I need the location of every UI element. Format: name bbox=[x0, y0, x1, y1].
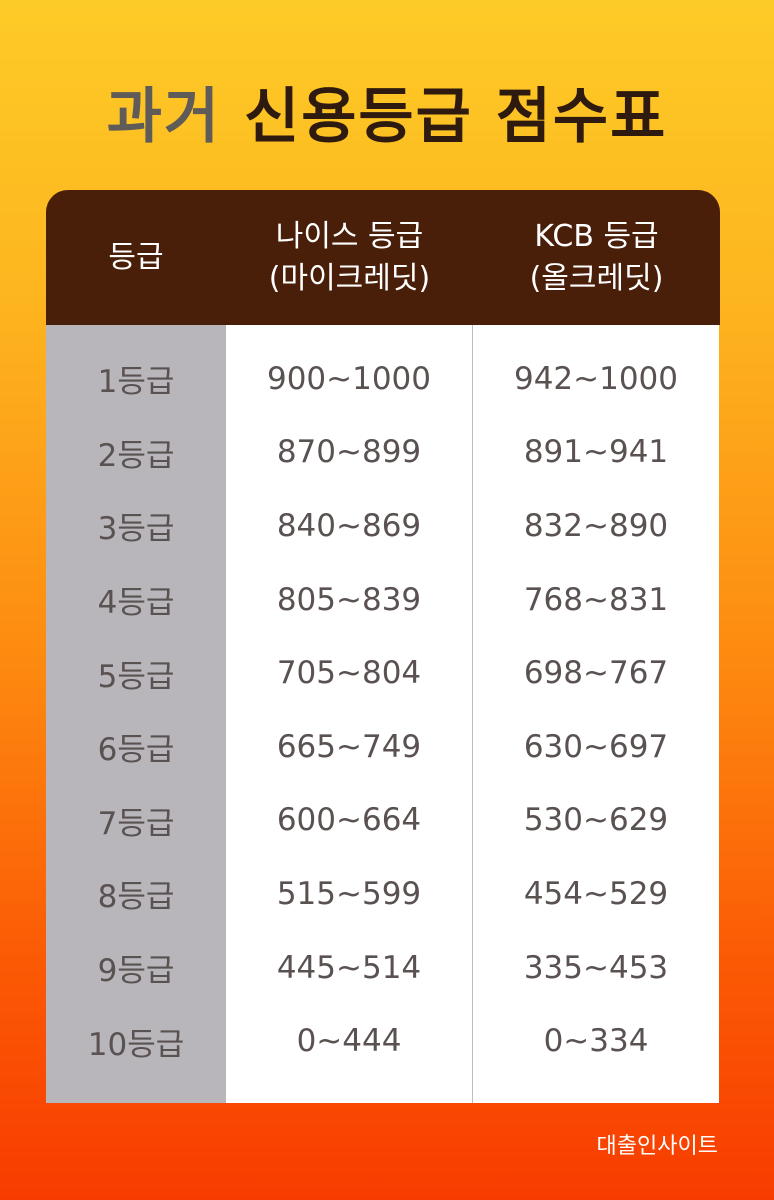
cell-nice: 600~664 bbox=[276, 802, 422, 839]
table-body: 1등급 2등급 3등급 4등급 5등급 6등급 7등급 8등급 9등급 10등급 900~1000… bbox=[46, 325, 720, 1103]
cell-kcb: 891~941 bbox=[523, 434, 669, 471]
cell-kcb: 335~453 bbox=[523, 949, 669, 986]
cell-nice: 840~869 bbox=[276, 507, 422, 544]
grade-column: 1등급 2등급 3등급 4등급 5등급 6등급 7등급 8등급 9등급 10등급 bbox=[46, 325, 226, 1103]
cell-grade: 2등급 bbox=[97, 437, 175, 474]
cell-grade: 7등급 bbox=[97, 805, 175, 842]
cell-kcb: 530~629 bbox=[523, 802, 669, 839]
cell-grade: 6등급 bbox=[97, 732, 175, 769]
cell-nice: 665~749 bbox=[276, 728, 422, 765]
cell-nice: 515~599 bbox=[276, 875, 422, 912]
cell-kcb: 698~767 bbox=[523, 655, 669, 692]
cell-nice: 870~899 bbox=[276, 434, 422, 471]
cell-nice: 705~804 bbox=[276, 655, 422, 692]
cell-nice: 805~839 bbox=[276, 581, 422, 618]
header-kcb: KCB 등급 (올크레딧) bbox=[529, 218, 664, 296]
cell-grade: 10등급 bbox=[87, 1026, 185, 1063]
cell-grade: 3등급 bbox=[97, 511, 175, 548]
title-part2: 신용등급 점수표 bbox=[244, 82, 668, 152]
cell-kcb: 454~529 bbox=[523, 875, 669, 912]
cell-kcb: 768~831 bbox=[523, 581, 669, 618]
cell-nice: 445~514 bbox=[276, 949, 422, 986]
title-part1: 과거 bbox=[106, 82, 222, 152]
cell-grade: 5등급 bbox=[97, 658, 175, 695]
kcb-column: 942~1000 891~941 832~890 768~831 698~767 630~… bbox=[473, 325, 719, 1103]
nice-column: 900~1000 870~899 840~869 805~839 705~804 665~… bbox=[226, 325, 473, 1103]
source-label: 대출인사이트 bbox=[596, 1134, 718, 1159]
cell-grade: 1등급 bbox=[97, 364, 175, 401]
cell-kcb: 832~890 bbox=[523, 507, 669, 544]
cell-grade: 4등급 bbox=[97, 585, 175, 622]
cell-grade: 9등급 bbox=[97, 953, 175, 990]
table-header: 등급 나이스 등급 (마이크레딧) KCB 등급 (올크레딧) bbox=[46, 190, 720, 325]
cell-nice: 0~444 bbox=[296, 1023, 402, 1060]
cell-grade: 8등급 bbox=[97, 879, 175, 916]
cell-kcb: 0~334 bbox=[543, 1023, 649, 1060]
credit-score-table: 등급 나이스 등급 (마이크레딧) KCB 등급 (올크레딧) 1등급 2등급 3등… bbox=[46, 190, 720, 1103]
cell-kcb: 942~1000 bbox=[513, 360, 679, 397]
header-grade: 등급 bbox=[108, 239, 164, 275]
page-title: 과거 신용등급 점수표 bbox=[0, 68, 774, 155]
cell-kcb: 630~697 bbox=[523, 728, 669, 765]
cell-nice: 900~1000 bbox=[266, 360, 432, 397]
header-nice: 나이스 등급 (마이크레딧) bbox=[268, 218, 431, 296]
